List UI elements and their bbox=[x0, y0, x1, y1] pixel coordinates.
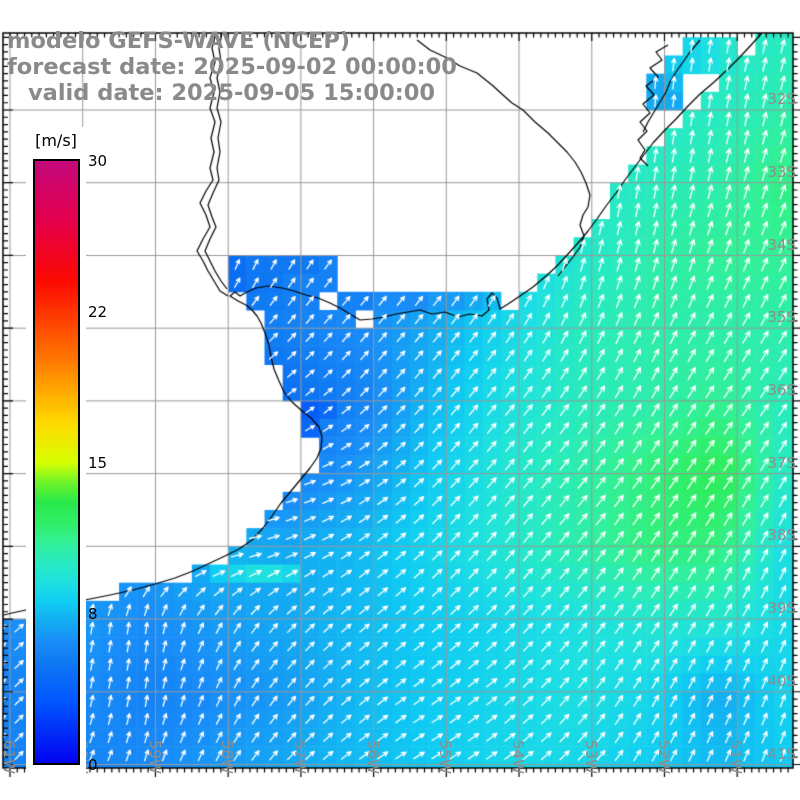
lat-label-39S: 39S bbox=[767, 599, 796, 617]
lat-label-40S: 40S bbox=[767, 671, 796, 690]
lon-label-59W: 59W bbox=[145, 740, 164, 774]
lon-label-51W: 51W bbox=[727, 740, 746, 774]
lon-label-57W: 57W bbox=[290, 740, 309, 774]
lat-label-35S: 35S bbox=[767, 308, 796, 327]
colorbar-tick-15: 15 bbox=[88, 454, 108, 472]
colorbar-tick-0: 0 bbox=[88, 756, 98, 774]
lat-label-41S: 41S bbox=[767, 744, 796, 763]
lon-label-54W: 54W bbox=[509, 740, 527, 774]
map-title-forecast-date: forecast date: 2025-09-02 00:00:00 bbox=[7, 54, 457, 80]
map-title-valid-date: valid date: 2025-09-05 15:00:00 bbox=[28, 80, 436, 106]
lon-label-58W: 58W bbox=[218, 740, 237, 774]
lon-label-55W: 55W bbox=[436, 740, 455, 774]
lat-label-32S: 32S bbox=[767, 90, 796, 108]
colorbar-unit-label: [m/s] bbox=[35, 131, 77, 150]
colorbar-tick-30: 30 bbox=[88, 152, 108, 170]
lon-label-52W: 52W bbox=[654, 740, 673, 774]
lon-label-61W: 61W bbox=[0, 740, 18, 774]
colorbar-tick-8: 8 bbox=[88, 605, 98, 623]
lat-label-34S: 34S bbox=[767, 235, 796, 254]
map-title-model: modelo GEFS-WAVE (NCEP) bbox=[7, 28, 351, 54]
colorbar-tick-22: 22 bbox=[88, 303, 108, 321]
lat-label-37S: 37S bbox=[767, 453, 796, 472]
lat-label-38S: 38S bbox=[767, 526, 796, 545]
lat-label-36S: 36S bbox=[767, 380, 796, 399]
lon-label-53W: 53W bbox=[581, 740, 600, 774]
colorbar-gradient bbox=[33, 159, 80, 765]
lat-label-33S: 33S bbox=[767, 162, 796, 181]
lon-label-56W: 56W bbox=[363, 740, 382, 774]
